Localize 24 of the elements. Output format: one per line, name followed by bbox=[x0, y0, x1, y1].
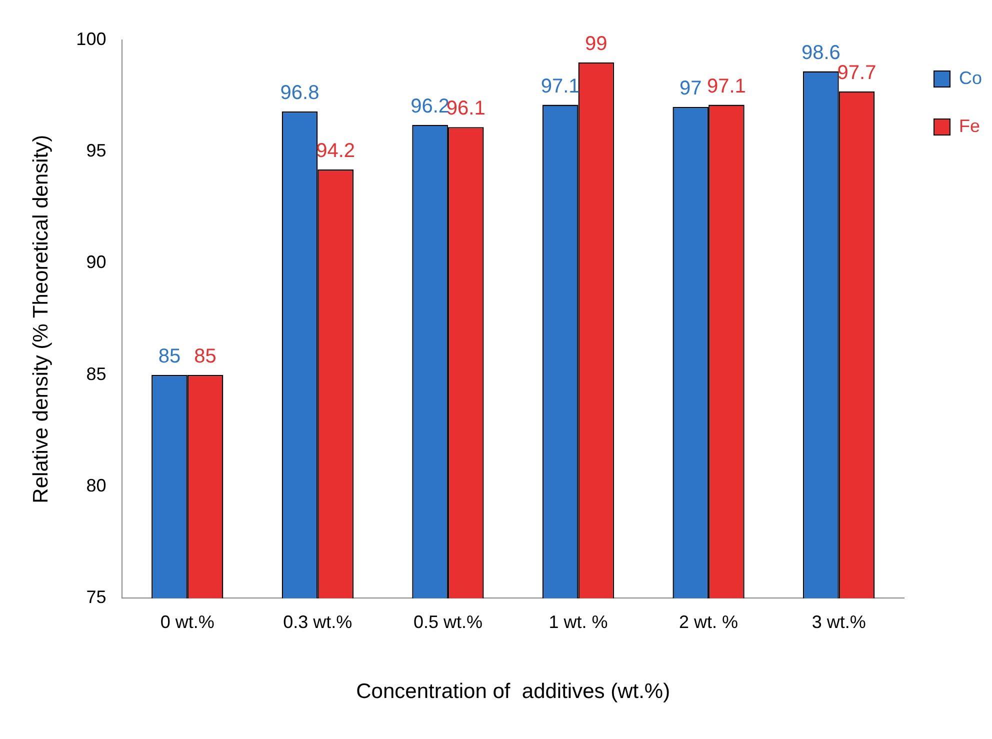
legend-label: Fe bbox=[958, 116, 980, 136]
y-tick-label: 100 bbox=[76, 28, 106, 49]
y-axis-title: Relative density (% Theoretical density) bbox=[29, 134, 52, 504]
data-label: 85 bbox=[158, 345, 181, 368]
data-label: 96.8 bbox=[280, 82, 320, 104]
x-tick-label: 0.3 wt.% bbox=[283, 612, 352, 632]
x-tick-label: 0 wt.% bbox=[160, 612, 214, 632]
data-label: 99 bbox=[585, 32, 608, 55]
x-axis-title: Concentration of additives (wt.%) bbox=[356, 680, 670, 704]
legend-label: Co bbox=[958, 68, 982, 88]
x-tick-label: 3 wt.% bbox=[812, 612, 866, 632]
y-tick-label: 80 bbox=[86, 476, 106, 496]
y-tick-label: 85 bbox=[86, 364, 106, 384]
data-label: 97 bbox=[680, 78, 702, 100]
x-tick-label: 0.5 wt.% bbox=[413, 612, 482, 632]
data-label: 85 bbox=[194, 345, 216, 368]
data-label: 98.6 bbox=[801, 42, 840, 64]
y-tick-label: 90 bbox=[86, 252, 106, 272]
data-label: 97.7 bbox=[837, 62, 876, 84]
x-tick-label: 2 wt. % bbox=[679, 612, 738, 632]
data-label: 97.1 bbox=[706, 75, 746, 98]
x-tick-label: 1 wt. % bbox=[548, 612, 608, 632]
y-tick-label: 75 bbox=[86, 587, 106, 608]
y-tick-label: 95 bbox=[86, 140, 106, 161]
